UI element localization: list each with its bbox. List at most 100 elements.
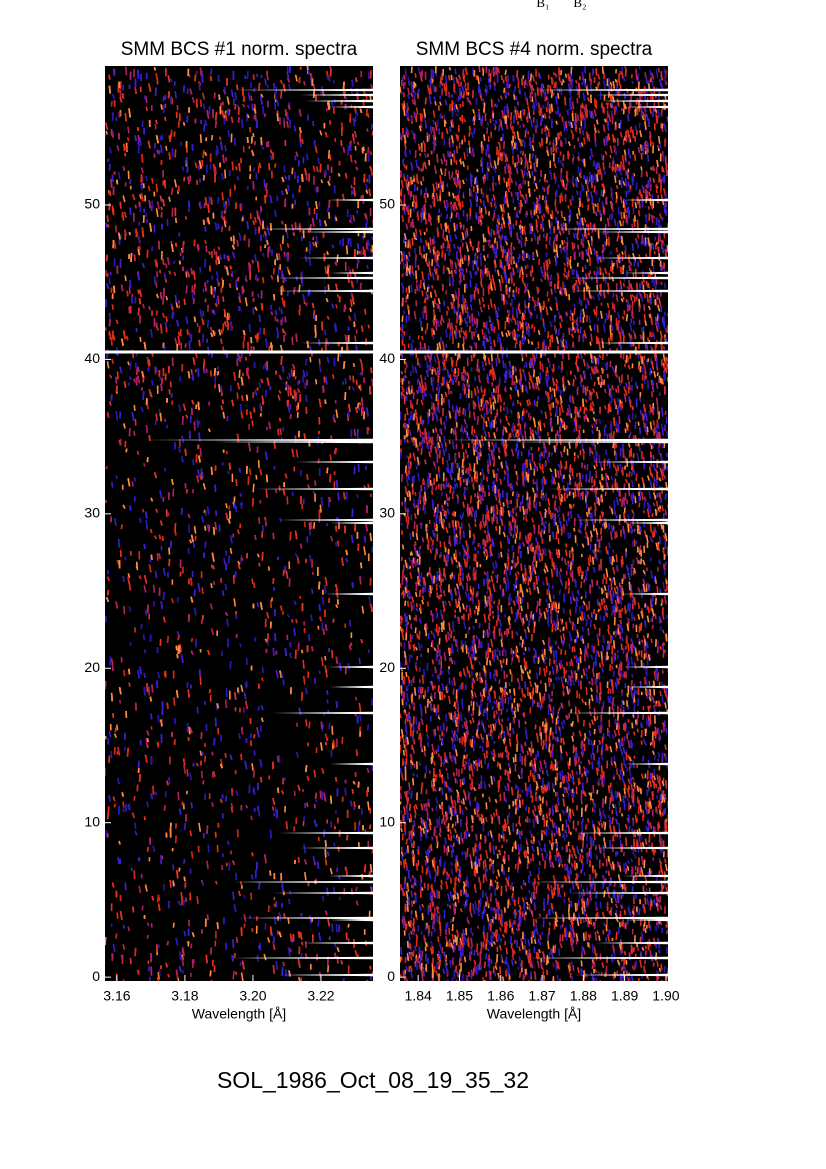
texture-streak (357, 258, 361, 263)
texture-streak (199, 67, 203, 76)
texture-streak (106, 360, 110, 369)
texture-streak (222, 296, 225, 303)
texture-streak (128, 583, 132, 591)
texture-streak (187, 513, 191, 519)
texture-streak (151, 379, 154, 386)
texture-streak (120, 954, 124, 960)
texture-streak (246, 373, 251, 380)
texture-streak (108, 163, 111, 171)
texture-streak (173, 179, 178, 188)
texture-streak (117, 777, 120, 785)
texture-streak (351, 789, 354, 795)
texture-streak (150, 554, 153, 560)
texture-streak (359, 715, 362, 721)
texture-streak (188, 332, 192, 338)
texture-streak (298, 707, 302, 715)
texture-streak (177, 119, 181, 128)
texture-streak (256, 277, 259, 282)
texture-streak (158, 269, 162, 274)
texture-streak (123, 229, 127, 236)
texture-streak (191, 373, 195, 381)
texture-streak (183, 764, 187, 774)
texture-streak (137, 248, 141, 256)
texture-streak (357, 385, 361, 389)
texture-streak (223, 210, 226, 214)
texture-streak (243, 692, 247, 700)
texture-streak (154, 570, 158, 579)
texture-streak (223, 265, 227, 270)
texture-streak (260, 302, 264, 311)
texture-streak (329, 454, 332, 461)
texture-streak (289, 404, 292, 411)
texture-streak (348, 142, 352, 151)
texture-streak (238, 369, 241, 379)
texture-streak (111, 130, 115, 136)
texture-streak (107, 158, 110, 163)
texture-streak (146, 604, 150, 614)
texture-streak (336, 947, 340, 952)
texture-streak (190, 577, 193, 586)
texture-streak (258, 216, 262, 226)
texture-streak (159, 489, 163, 499)
texture-streak (185, 316, 189, 325)
texture-streak (122, 924, 126, 929)
texture-streak (224, 145, 227, 152)
texture-streak (230, 273, 233, 278)
texture-streak (217, 256, 220, 265)
texture-streak (210, 979, 213, 981)
texture-streak (120, 284, 124, 292)
texture-streak (278, 755, 281, 763)
texture-streak (312, 855, 316, 863)
texture-streak (204, 196, 208, 206)
texture-streak (315, 235, 319, 245)
white-streak (330, 521, 373, 525)
texture-streak (193, 283, 196, 290)
texture-streak (259, 413, 262, 417)
texture-streak (330, 101, 334, 107)
texture-streak (178, 808, 182, 815)
texture-streak (110, 692, 114, 702)
texture-streak (256, 210, 259, 220)
texture-streak (219, 763, 223, 769)
texture-streak (246, 104, 250, 109)
texture-streak (369, 532, 373, 542)
texture-streak (136, 272, 140, 281)
texture-streak (332, 414, 335, 419)
texture-streak (187, 272, 191, 278)
texture-streak (533, 699, 536, 704)
texture-streak (146, 922, 150, 927)
texture-streak (359, 282, 362, 290)
texture-streak (287, 406, 291, 414)
texture-streak (438, 449, 441, 459)
white-streak (325, 592, 373, 596)
texture-streak (143, 816, 146, 821)
texture-streak (122, 808, 125, 812)
texture-streak (299, 543, 303, 549)
texture-streak (249, 411, 253, 419)
texture-streak (125, 335, 129, 341)
texture-streak (189, 539, 193, 544)
texture-streak (247, 92, 251, 101)
texture-streak (350, 280, 354, 288)
texture-streak (511, 331, 515, 340)
texture-streak (343, 304, 346, 313)
white-streak (330, 105, 373, 109)
texture-streak (299, 66, 302, 70)
texture-streak (159, 520, 163, 526)
texture-streak (484, 400, 488, 409)
texture-streak (334, 216, 338, 222)
texture-streak (204, 239, 207, 244)
texture-streak (207, 428, 211, 433)
texture-streak (355, 379, 358, 386)
texture-streak (254, 637, 257, 642)
texture-streak (187, 200, 191, 208)
texture-streak (231, 788, 234, 793)
texture-streak (199, 309, 203, 318)
texture-streak (160, 212, 163, 218)
texture-streak (332, 739, 336, 749)
texture-streak (314, 792, 318, 799)
texture-streak (304, 871, 307, 881)
texture-streak (281, 365, 285, 373)
texture-streak (155, 73, 159, 81)
texture-streak (145, 218, 149, 224)
